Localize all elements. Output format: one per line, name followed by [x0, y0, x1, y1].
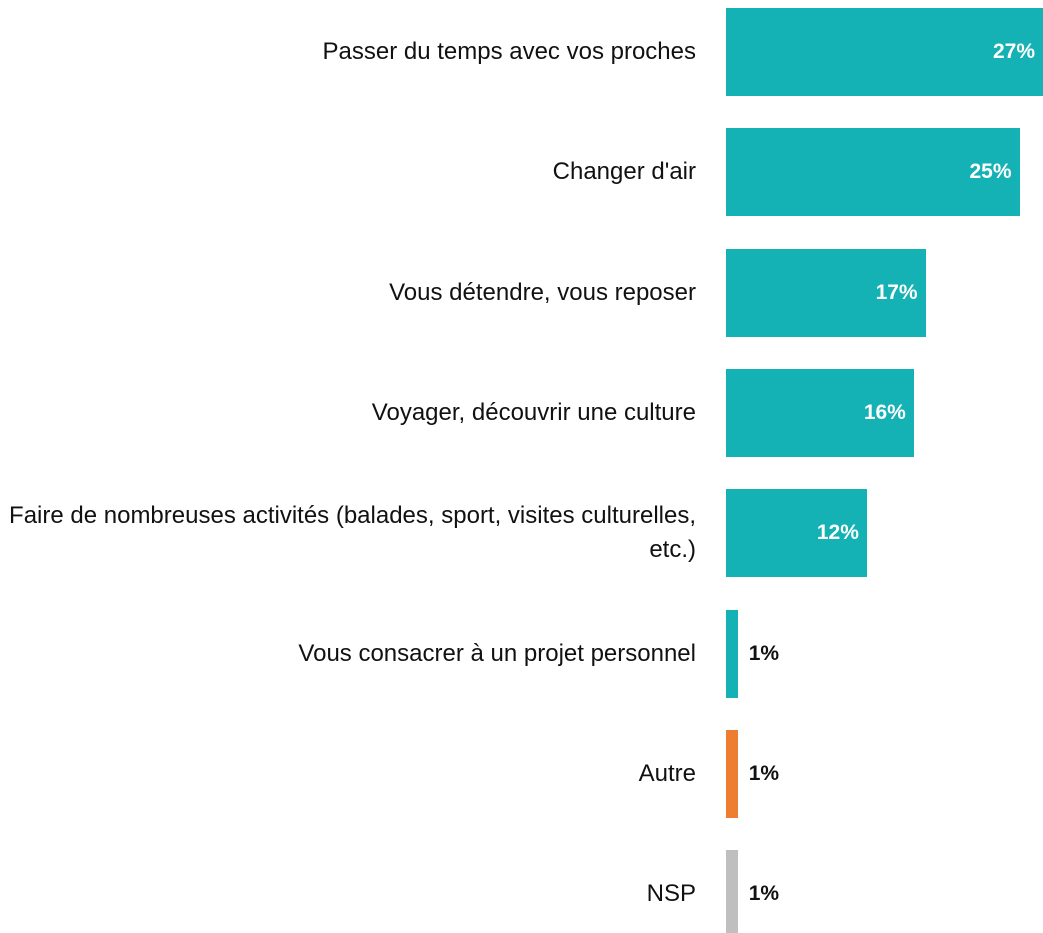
value-label: 1% [748, 761, 780, 785]
bar [726, 609, 738, 698]
category-label: NSP [646, 880, 696, 908]
category-label: Faire de nombreuses activités (balades, … [9, 502, 696, 564]
category-label: Changer d'air [552, 158, 696, 186]
value-label: 12% [816, 521, 859, 545]
bar [726, 248, 926, 337]
category-label: Passer du temps avec vos proches [322, 38, 696, 65]
value-label: 17% [875, 280, 918, 304]
bar [726, 368, 914, 457]
value-label: 1% [748, 641, 780, 665]
category-label: Autre [638, 759, 696, 787]
bar [726, 489, 867, 578]
category-label: Vous détendre, vous reposer [389, 278, 696, 306]
value-label: 16% [863, 400, 906, 424]
category-label: Vous consacrer à un projet personnel [298, 639, 696, 667]
category-label: Voyager, découvrir une culture [371, 398, 696, 426]
value-label: 27% [992, 40, 1035, 63]
bar [726, 729, 738, 818]
bar [726, 850, 738, 933]
bar [726, 8, 1043, 96]
bar [726, 128, 1020, 217]
value-label: 1% [748, 882, 780, 906]
value-label: 25% [969, 160, 1012, 184]
